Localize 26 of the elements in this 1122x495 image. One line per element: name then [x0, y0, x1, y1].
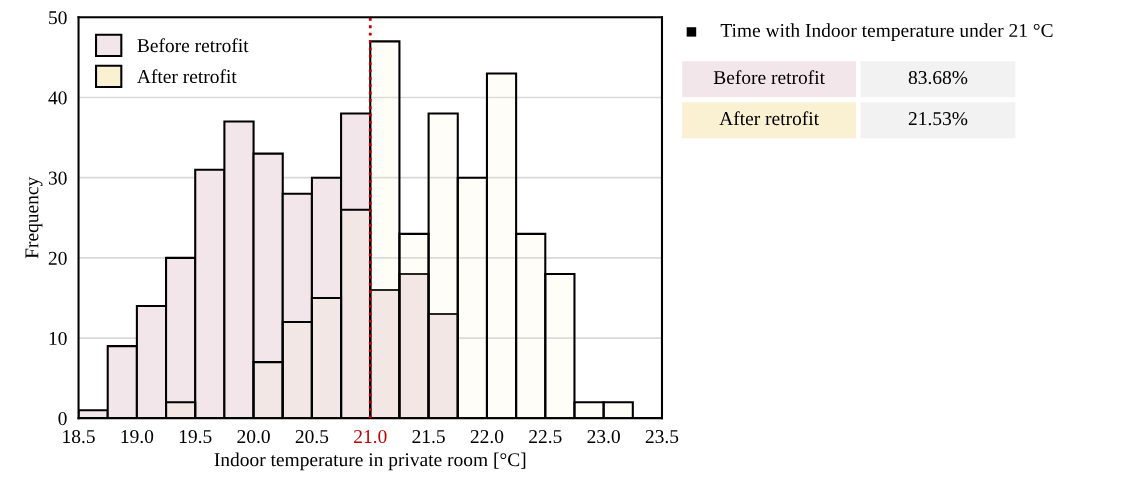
x-tick-label: 23.5 — [645, 430, 679, 444]
x-tick-label: 20.0 — [237, 429, 270, 444]
x-tick-label: 22.5 — [529, 430, 562, 444]
x-tick-label: 21.0 — [354, 429, 387, 444]
x-tick-label: 18.5 — [63, 429, 95, 444]
y-tick-label: 0 — [58, 412, 67, 426]
y-axis-title: Frequency — [25, 176, 43, 259]
y-tick-label: 20 — [48, 251, 67, 265]
text: After retrofit — [719, 111, 819, 126]
text: 83.68% — [908, 70, 968, 85]
y-tick-label: 30 — [48, 171, 67, 185]
legend-label: Before retrofit — [137, 38, 249, 53]
y-tick-label: 10 — [49, 331, 67, 346]
text: Time with Indoor temperature under 21 °C — [720, 23, 1053, 41]
x-tick-label: 19.5 — [179, 430, 212, 444]
x-tick-label: 22.0 — [470, 429, 504, 444]
y-tick-label: 50 — [49, 11, 67, 25]
legend-label: After retrofit — [137, 69, 237, 84]
text: 21.53% — [908, 112, 968, 126]
x-tick-label: 20.5 — [295, 429, 329, 444]
x-axis-title: Indoor temperature in private room [°C] — [214, 452, 526, 471]
x-tick-label: 19.0 — [121, 429, 154, 444]
text: Before retrofit — [713, 70, 825, 85]
x-tick-label: 21.5 — [412, 430, 445, 444]
x-tick-label: 23.0 — [587, 429, 620, 444]
y-tick-label: 40 — [48, 91, 67, 105]
